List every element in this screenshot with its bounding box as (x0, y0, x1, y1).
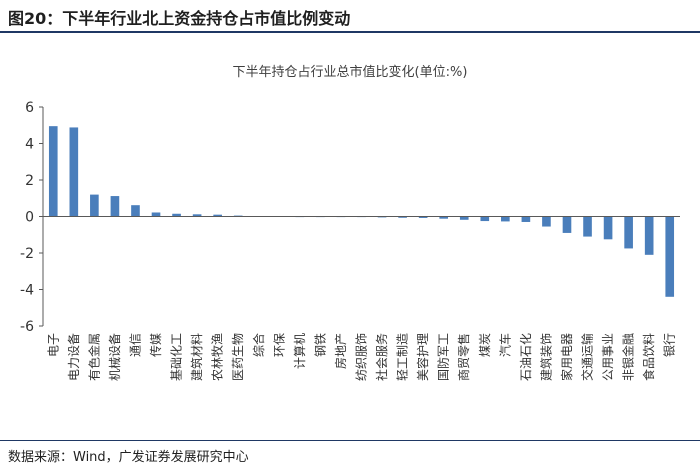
x-tick-label: 环保 (272, 333, 286, 357)
x-tick-label: 有色金属 (86, 333, 101, 381)
x-tick-label: 美容护理 (415, 333, 430, 381)
x-tick-label: 公用事业 (601, 333, 615, 381)
y-tick-label: 4 (25, 137, 34, 153)
bar-26 (562, 216, 572, 233)
x-tick-label: 基础化工 (170, 333, 184, 381)
x-tick-label: 建筑材料 (189, 333, 204, 381)
x-tick-label: 交通运输 (580, 333, 595, 381)
x-tick-label: 煤炭 (478, 333, 492, 357)
bar-8 (192, 214, 202, 217)
x-tick-label: 传媒 (148, 333, 163, 357)
x-tick-label: 综合 (251, 333, 266, 357)
x-tick-label: 医药生物 (231, 333, 245, 381)
bar-1 (48, 126, 58, 217)
x-tick-label: 石油石化 (519, 333, 533, 381)
y-tick-label: -6 (20, 319, 34, 335)
x-tick-label: 建筑装饰 (538, 333, 553, 381)
bar-5 (131, 205, 140, 217)
x-tick-label: 农林牧渔 (211, 333, 225, 381)
bar-19 (418, 216, 428, 218)
x-tick-label: 银行 (663, 333, 677, 357)
chart-title: 下半年持仓占行业总市值比变化(单位:%) (233, 64, 468, 80)
bars (43, 126, 680, 297)
x-tick-label: 食品饮料 (641, 333, 656, 381)
bar-18 (398, 216, 407, 218)
bar-29 (624, 216, 633, 249)
source-note: 数据来源：Wind，广发证券发展研究中心 (8, 450, 249, 465)
bar-28 (603, 216, 613, 240)
bar-4 (110, 196, 120, 217)
x-tick-label: 电力设备 (67, 333, 81, 381)
title-rule (0, 31, 700, 33)
x-tick-label: 非银金融 (621, 333, 636, 381)
bar-6 (151, 212, 161, 217)
x-tick-label: 房地产 (333, 333, 348, 369)
y-tick-label: 6 (25, 100, 34, 116)
x-tick-label: 通信 (128, 333, 142, 357)
bar-7 (172, 213, 181, 217)
x-tick-label: 商贸零售 (456, 333, 471, 381)
y-axis: 6 4 2 0 -2 -4 -6 (20, 100, 44, 335)
y-tick-label: -4 (20, 283, 34, 299)
x-tick-label: 轻工制造 (396, 333, 410, 381)
x-tick-label: 家用电器 (559, 333, 574, 381)
bar-23 (501, 216, 510, 222)
bar-2 (69, 127, 79, 217)
x-tick-label: 机械设备 (107, 333, 122, 381)
x-axis-labels: 电子 电力设备 有色金属 机械设备 通信 传媒 基础化工 建筑材料 农林牧渔 医药生物 综合 环保 计算… (46, 333, 676, 381)
x-tick-label: 纺织服饰 (355, 333, 369, 381)
bar-22 (480, 216, 490, 222)
bar-30 (644, 216, 654, 255)
y-tick-label: 0 (25, 210, 34, 226)
x-tick-label: 社会服务 (374, 333, 389, 381)
bar-24 (521, 216, 531, 222)
x-tick-label: 钢铁 (313, 333, 327, 357)
bar-9 (213, 214, 222, 217)
bar-25 (542, 216, 551, 227)
y-tick-label: -2 (20, 246, 34, 262)
bar-3 (90, 194, 99, 217)
figure-title: 图20：下半年行业北上资金持仓占市值比例变动 (8, 9, 351, 28)
bar-31 (665, 216, 675, 297)
x-tick-label: 汽车 (497, 333, 512, 357)
bar-21 (459, 216, 469, 220)
x-tick-label: 计算机 (292, 333, 307, 369)
y-tick-label: 2 (25, 173, 34, 189)
x-tick-label: 电子 (46, 333, 60, 357)
bar-20 (439, 216, 449, 219)
footer-rule (0, 440, 700, 441)
x-tick-label: 国防军工 (436, 333, 451, 381)
bar-27 (583, 216, 592, 237)
